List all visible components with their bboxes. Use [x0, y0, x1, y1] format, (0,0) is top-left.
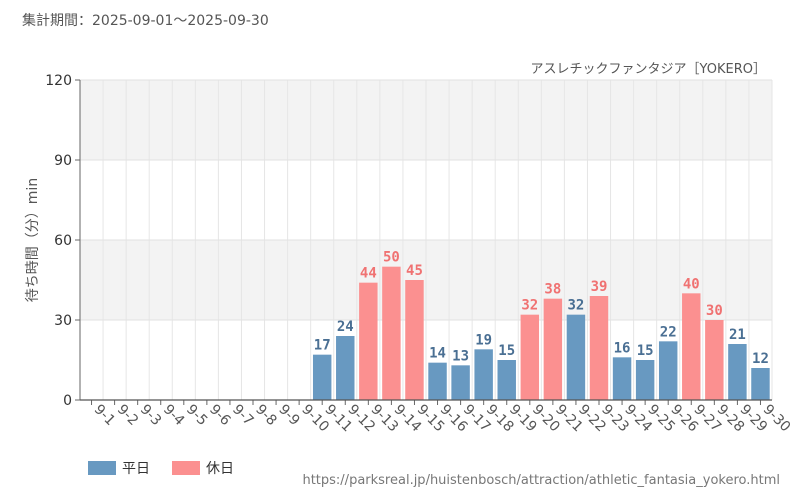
bar-9-29 — [728, 344, 747, 400]
bar-label-9-25: 15 — [637, 343, 654, 359]
x-tick-label-9-4: 9-4 — [160, 402, 188, 430]
bar-9-12 — [336, 336, 355, 400]
bar-label-9-18: 19 — [475, 332, 492, 348]
x-tick-label-9-5: 9-5 — [183, 402, 210, 429]
x-tick-label-9-1: 9-1 — [91, 402, 118, 429]
y-tick-label: 90 — [54, 153, 72, 169]
bar-label-9-20: 32 — [521, 298, 538, 314]
y-tick-label: 30 — [54, 313, 72, 329]
bar-9-11 — [312, 354, 332, 400]
legend-item-weekday: 平日 — [88, 458, 150, 478]
bar-label-9-29: 21 — [729, 327, 746, 343]
chart-subtitle: アスレチックファンタジア［YOKERO］ — [530, 62, 766, 77]
source-url: https://parksreal.jp/huistenbosch/attrac… — [302, 473, 780, 488]
bar-9-25 — [635, 360, 655, 400]
bar-label-9-22: 32 — [568, 298, 585, 314]
bar-9-20 — [520, 314, 540, 400]
x-tick-label-9-8: 9-8 — [252, 402, 279, 429]
bar-label-9-28: 30 — [706, 303, 723, 319]
holiday-swatch — [172, 461, 200, 475]
bar-9-26 — [658, 341, 678, 400]
bar-9-21 — [543, 298, 563, 400]
bar-label-9-17: 13 — [452, 348, 469, 364]
bar-label-9-21: 38 — [544, 282, 561, 298]
bar-9-18 — [474, 349, 493, 400]
bar-label-9-11: 17 — [314, 338, 331, 354]
bar-9-19 — [497, 360, 516, 400]
x-tick-label-9-9: 9-9 — [275, 402, 302, 429]
bar-label-9-14: 50 — [383, 250, 400, 266]
x-tick-label-9-7: 9-7 — [229, 402, 256, 429]
bar-label-9-26: 22 — [660, 324, 677, 340]
bar-9-22 — [566, 314, 586, 400]
x-tick-label-9-3: 9-3 — [137, 402, 164, 429]
bar-9-24 — [612, 357, 632, 400]
bar-9-16 — [428, 362, 447, 400]
bar-label-9-16: 14 — [429, 346, 446, 362]
bar-label-9-12: 24 — [337, 319, 354, 335]
y-tick-label: 120 — [45, 73, 72, 89]
bar-9-14 — [382, 266, 401, 400]
bar-label-9-24: 16 — [614, 340, 631, 356]
legend: 平日 休日 — [88, 458, 256, 478]
bar-label-9-23: 39 — [591, 279, 608, 295]
legend-weekday-label: 平日 — [122, 461, 150, 477]
x-tick-label-9-6: 9-6 — [206, 402, 234, 430]
bar-label-9-19: 15 — [498, 343, 515, 359]
bar-9-30 — [751, 368, 770, 400]
y-tick-label: 60 — [54, 233, 72, 249]
bar-9-15 — [405, 280, 424, 400]
bar-9-28 — [705, 320, 724, 400]
bar-9-23 — [589, 296, 609, 400]
weekday-swatch — [88, 461, 116, 475]
bar-9-17 — [451, 365, 470, 400]
bar-label-9-13: 44 — [360, 266, 377, 282]
bar-label-9-30: 12 — [752, 351, 769, 367]
legend-item-holiday: 休日 — [172, 458, 234, 478]
bar-9-27 — [682, 293, 701, 400]
period-label: 集計期間：2025-09-01～2025-09-30 — [22, 13, 269, 29]
bar-9-13 — [359, 282, 378, 400]
x-tick-label-9-2: 9-2 — [114, 402, 141, 429]
y-tick-label: 0 — [63, 393, 72, 409]
legend-holiday-label: 休日 — [206, 461, 234, 477]
bar-label-9-15: 45 — [406, 263, 423, 279]
bar-label-9-27: 40 — [683, 276, 700, 292]
